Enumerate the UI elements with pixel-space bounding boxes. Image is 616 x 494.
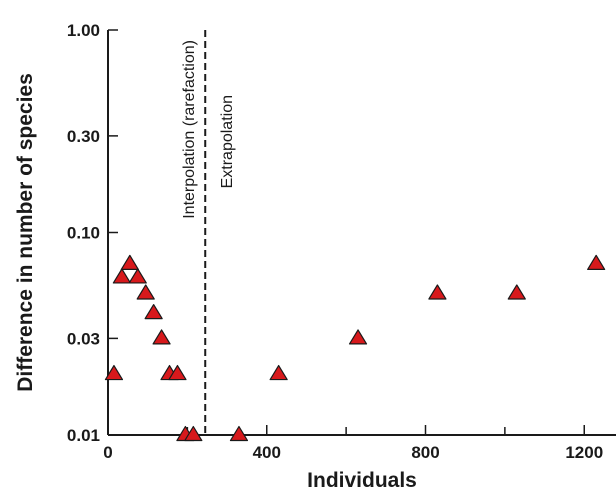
data-points (104, 254, 606, 442)
data-point (428, 284, 447, 300)
data-point (104, 364, 124, 381)
data-point (128, 268, 147, 284)
interpolation-label: Interpolation (rarefaction) (181, 40, 198, 219)
data-point (168, 364, 187, 381)
y-axis-title: Difference in number of species (14, 73, 37, 392)
y-tick-label: 0.03 (67, 329, 100, 348)
x-tick-label: 1200 (565, 443, 603, 462)
y-tick-label: 0.10 (67, 224, 100, 243)
y-tick-label: 0.01 (67, 426, 100, 445)
data-point (152, 329, 171, 345)
data-point (507, 284, 526, 300)
y-ticks: 0.01 0.03 0.10 0.30 1.00 (67, 21, 118, 445)
y-tick-label: 0.30 (67, 127, 100, 146)
x-tick-label: 800 (411, 443, 439, 462)
data-point (120, 254, 139, 270)
data-point (229, 425, 249, 442)
x-axis-title: Individuals (307, 469, 417, 492)
x-tick-label: 0 (103, 443, 112, 462)
data-point (136, 284, 155, 300)
data-point (144, 303, 163, 320)
data-point (587, 254, 606, 270)
y-tick-label: 1.00 (67, 21, 100, 40)
data-point (348, 329, 368, 345)
data-point (184, 425, 203, 442)
data-point (112, 268, 131, 284)
x-tick-label: 400 (253, 443, 281, 462)
x-ticks: 0 400 800 1200 (103, 425, 603, 462)
data-point (269, 364, 288, 381)
extrapolation-label: Extrapolation (219, 95, 236, 188)
